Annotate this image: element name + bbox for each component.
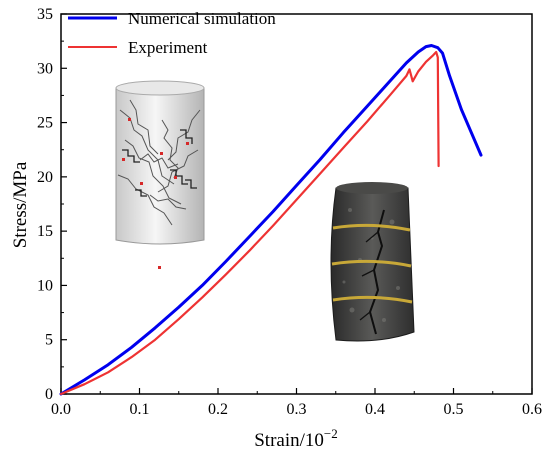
legend-label-simulation: Numerical simulation [128, 9, 276, 28]
x-tick-label: 0.5 [444, 401, 464, 418]
y-tick-label: 15 [37, 223, 53, 240]
y-tick-label: 30 [37, 60, 53, 77]
axis-ticks: 0.0 0.1 0.2 0.3 0.4 0.5 0.6 0 5 10 15 20 25 30 35 [37, 6, 542, 418]
x-axis-title-base: Strain/10 [254, 430, 324, 451]
numerical-model-image [115, 80, 205, 269]
y-tick-label: 0 [45, 386, 53, 403]
legend: Numerical simulation Experiment [68, 9, 276, 57]
y-tick-label: 20 [37, 169, 53, 186]
x-tick-label: 0.4 [365, 401, 385, 418]
legend-label-experiment: Experiment [128, 38, 208, 57]
x-axis-title: Strain/10−2 [254, 426, 338, 451]
x-axis-title-exponent: −2 [324, 426, 338, 441]
x-tick-label: 0.2 [208, 401, 228, 418]
series-line-experiment [59, 50, 440, 396]
y-tick-label: 35 [37, 6, 53, 23]
x-tick-label: 0.6 [522, 401, 542, 418]
series-line-simulation [59, 44, 483, 396]
x-tick-label: 0.3 [287, 401, 307, 418]
y-tick-label: 25 [37, 115, 53, 132]
y-tick-label: 10 [37, 277, 53, 294]
series-layer [59, 44, 483, 396]
y-axis-title: Stress/MPa [10, 161, 31, 248]
experiment-specimen-image [330, 182, 415, 342]
x-tick-label: 0.0 [51, 401, 71, 418]
y-tick-label: 5 [45, 332, 53, 349]
x-tick-label: 0.1 [130, 401, 150, 418]
